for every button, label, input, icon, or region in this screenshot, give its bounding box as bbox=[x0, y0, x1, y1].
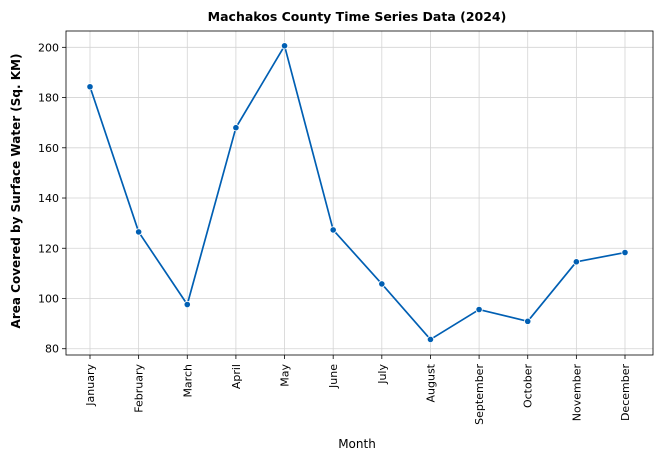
data-point bbox=[135, 228, 143, 236]
data-point bbox=[280, 42, 289, 50]
data-point bbox=[426, 335, 435, 344]
y-tick-label: 160 bbox=[38, 142, 59, 155]
x-tick-label: September bbox=[473, 364, 486, 425]
x-axis-label: Month bbox=[338, 437, 376, 451]
y-tick-label: 180 bbox=[38, 92, 59, 105]
data-point bbox=[378, 280, 386, 288]
x-tick-label: June bbox=[327, 364, 340, 389]
y-tick-label: 140 bbox=[38, 192, 59, 205]
data-point bbox=[572, 258, 580, 266]
data-point bbox=[232, 124, 240, 132]
series-line bbox=[89, 44, 626, 341]
x-tick-label: January bbox=[84, 364, 97, 407]
data-point bbox=[475, 305, 483, 314]
x-tick-label: November bbox=[570, 364, 583, 422]
x-tick-label: July bbox=[376, 364, 389, 385]
x-tick-label: March bbox=[181, 364, 194, 398]
grid-lines bbox=[66, 31, 653, 355]
y-tick-labels: 80 100 120 140 160 180 200 bbox=[38, 41, 59, 355]
axes bbox=[62, 30, 654, 359]
y-tick-label: 100 bbox=[38, 292, 59, 305]
chart-title: Machakos County Time Series Data (2024) bbox=[208, 9, 507, 24]
series-lines bbox=[89, 44, 626, 341]
x-tick-label: December bbox=[619, 364, 632, 422]
x-tick-labels: January February March April May June July Augu… bbox=[84, 363, 632, 424]
x-tick-label: August bbox=[424, 363, 437, 402]
x-tick-label: February bbox=[133, 364, 146, 413]
plot-frame bbox=[65, 30, 654, 356]
data-point bbox=[329, 226, 337, 234]
x-tick-label: April bbox=[230, 364, 243, 389]
series-points bbox=[86, 42, 629, 344]
data-point bbox=[524, 317, 532, 325]
data-point bbox=[183, 300, 191, 309]
y-axis-label: Area Covered by Surface Water (Sq. KM) bbox=[9, 54, 23, 329]
y-tick-label: 80 bbox=[45, 343, 59, 356]
x-tick-label: October bbox=[522, 364, 535, 408]
data-point bbox=[86, 83, 94, 91]
x-tick-label: May bbox=[279, 364, 292, 387]
y-tick-label: 120 bbox=[38, 242, 59, 255]
data-point bbox=[621, 248, 629, 257]
y-tick-label: 200 bbox=[38, 41, 59, 54]
